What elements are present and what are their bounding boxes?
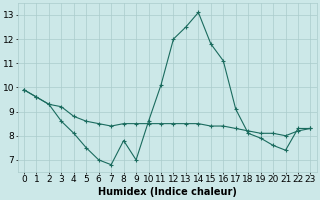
X-axis label: Humidex (Indice chaleur): Humidex (Indice chaleur) [98, 187, 237, 197]
